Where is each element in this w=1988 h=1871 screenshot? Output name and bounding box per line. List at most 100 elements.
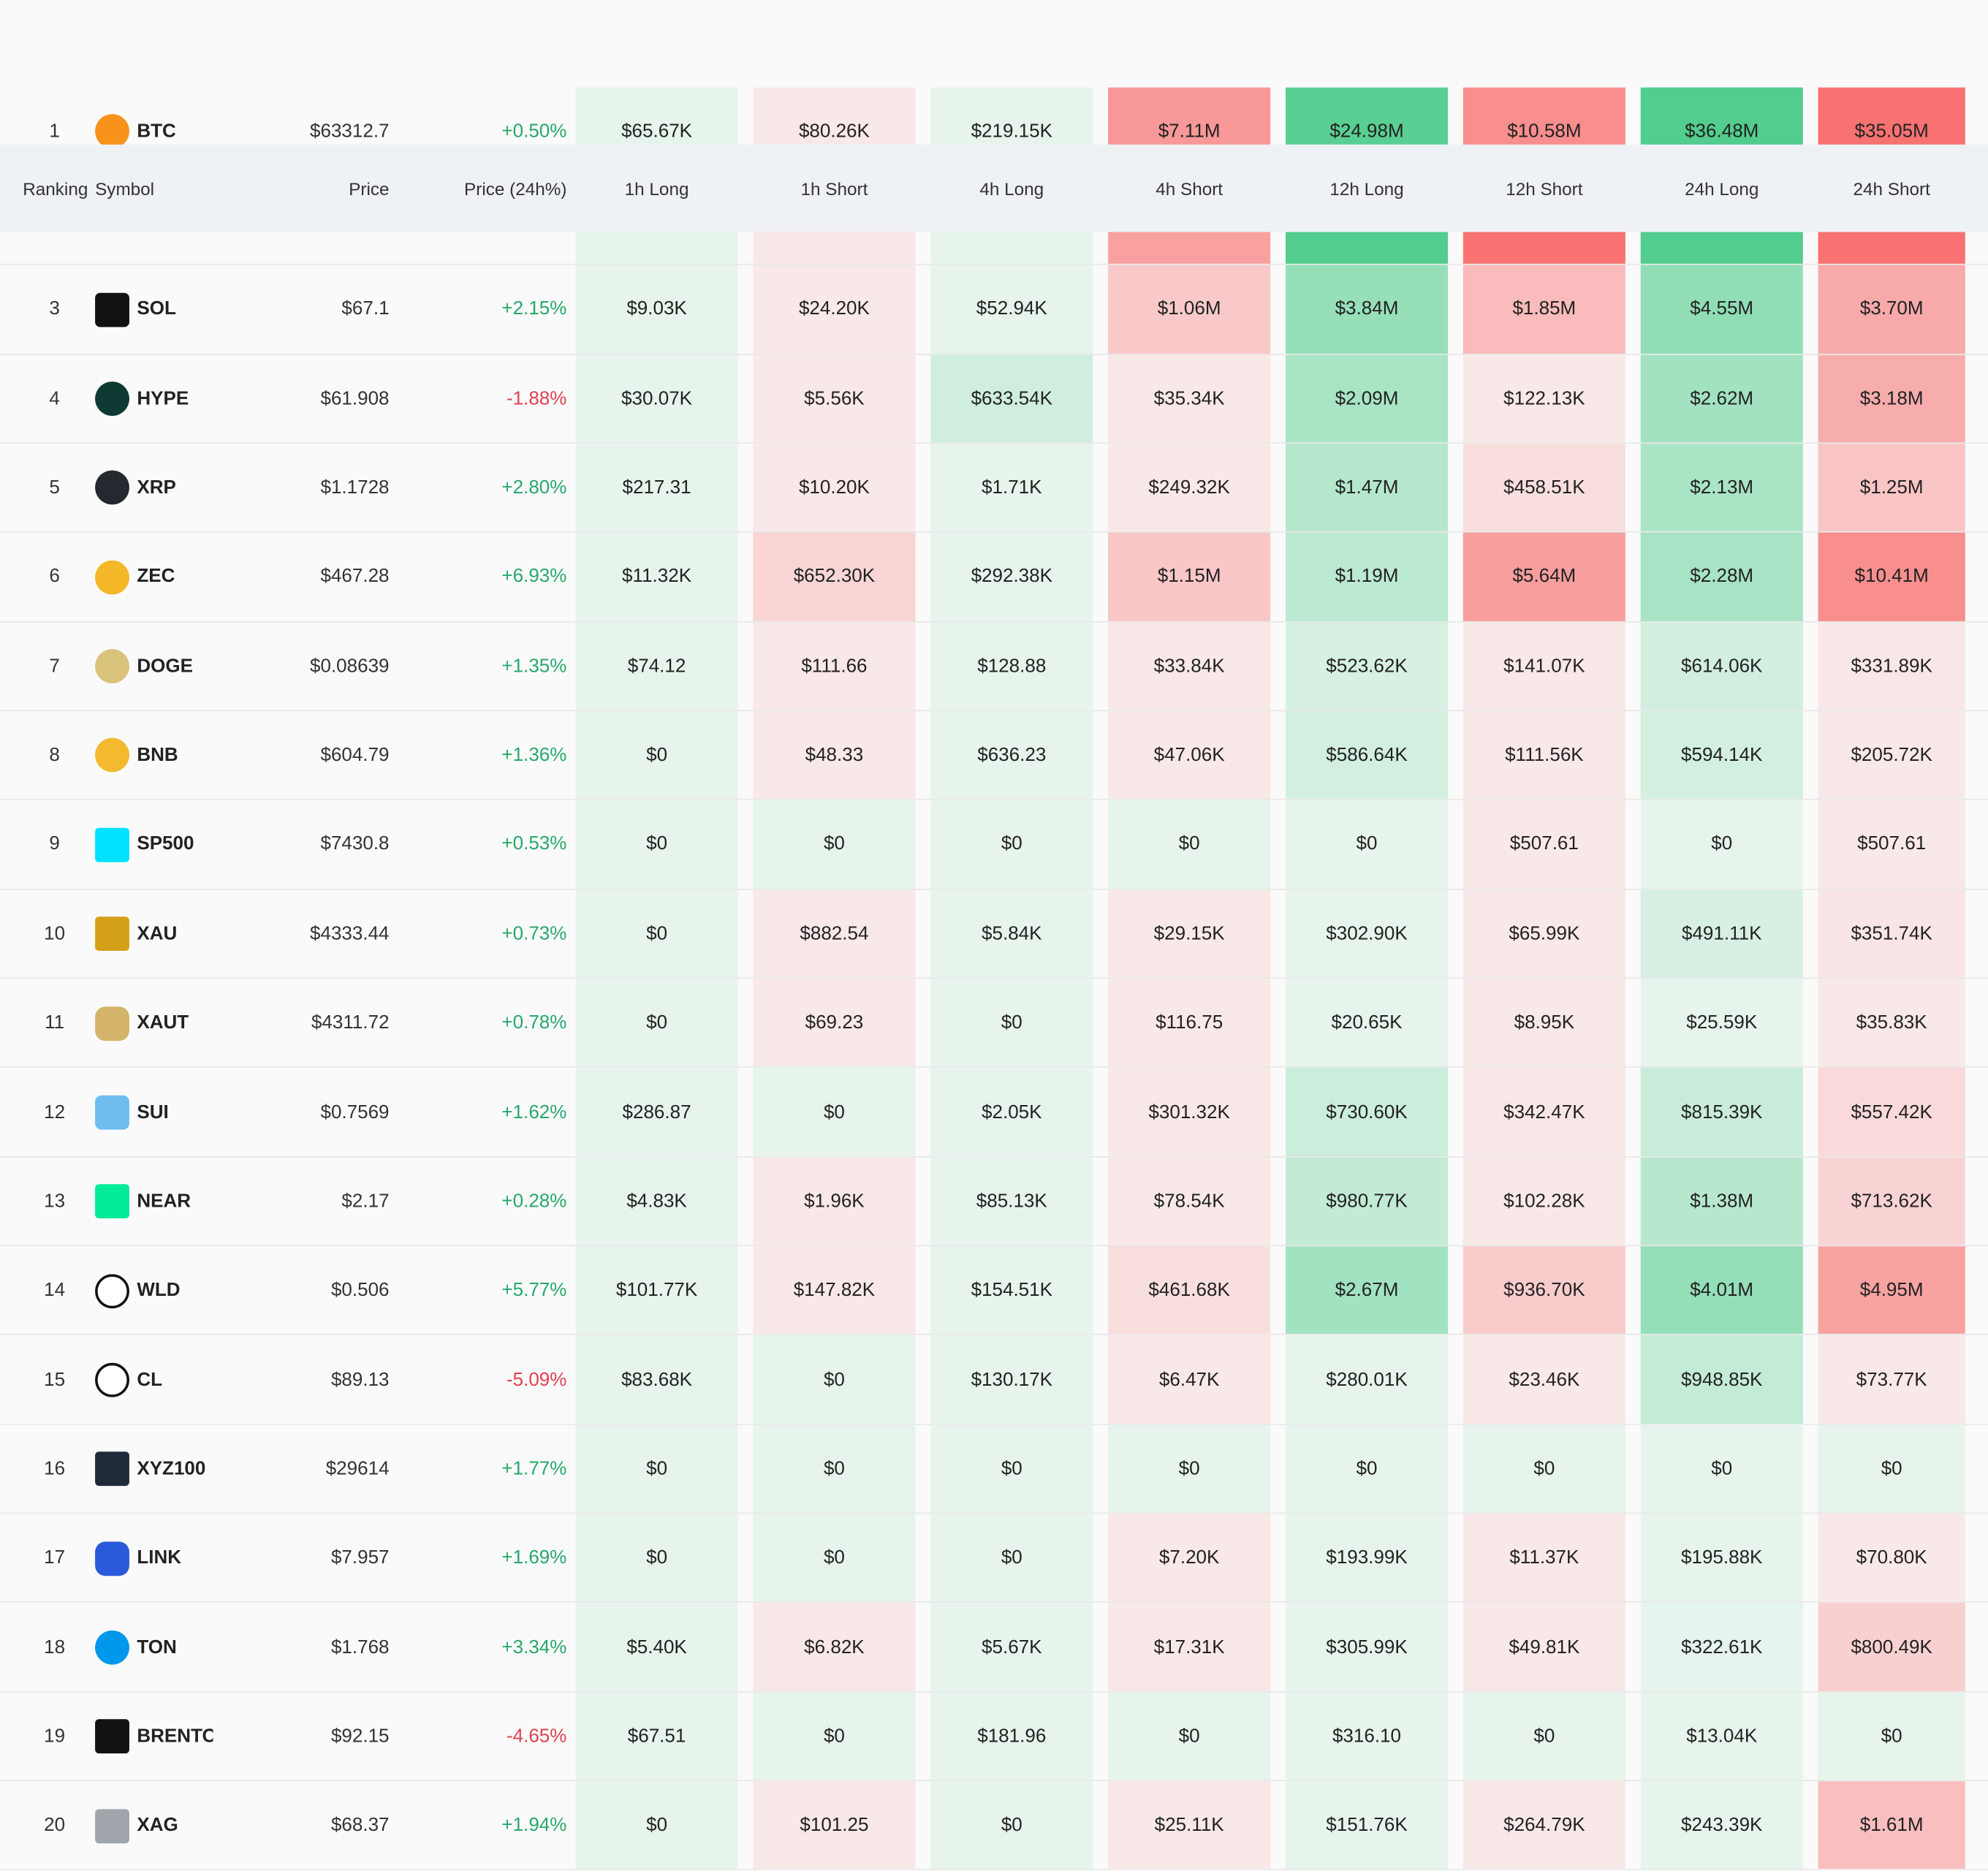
liquidation-cell: $0 [753, 1514, 916, 1602]
table-row: 9 SP500 $7430.8 +0.53% $0 $0 $0 $0 $0 $507.61 $0 $5… [0, 800, 1988, 890]
liquidation-cell: $1.47M [1285, 443, 1449, 532]
symbol-icon [95, 1184, 129, 1219]
ranking: 4 [49, 387, 60, 409]
price-change: -4.65% [506, 1725, 567, 1747]
price: $1.768 [330, 1636, 390, 1658]
liquidation-cell: $35.83K [1818, 979, 1965, 1067]
ranking: 5 [49, 477, 60, 498]
column-header: 24h Long [1685, 178, 1759, 199]
liquidation-cell: $0 [1462, 1692, 1625, 1780]
liquidation-cell: $1.96K [753, 1157, 916, 1245]
symbol-icon [95, 382, 129, 417]
liquidation-cell: $331.89K [1818, 622, 1965, 710]
symbol: BRENTOIL [137, 1725, 213, 1747]
price: $467.28 [320, 566, 390, 588]
liquidation-cell: $5.40K [575, 1603, 738, 1691]
ranking: 9 [49, 833, 60, 856]
table-row: 17 LINK $7.957 +1.69% $0 $0 $0 $7.20K $193.99K $1… [0, 1514, 1988, 1604]
liquidation-cell: $4.55M [1640, 265, 1803, 354]
liquidation-cell: $17.31K [1108, 1603, 1271, 1691]
price: $7.957 [330, 1546, 390, 1569]
price: $0.506 [330, 1279, 390, 1302]
liquidation-cell: $0 [1108, 800, 1271, 889]
liquidation-cell: $2.62M [1640, 354, 1803, 443]
price-change: +0.28% [501, 1190, 567, 1212]
ranking: 3 [49, 298, 60, 320]
liquidation-cell: $1.06M [1108, 265, 1271, 354]
liquidation-cell: $0 [753, 1335, 916, 1424]
table-row: 19BRENTOIL$92.15-4.65%$67.51$0$181.96$0$… [0, 1692, 1988, 1782]
symbol: XAUT [137, 1012, 189, 1034]
symbol-icon [95, 560, 129, 595]
liquidation-cell: $116.75 [1108, 979, 1271, 1067]
liquidation-cell: $195.88K [1640, 1514, 1803, 1602]
symbol: DOGE [137, 655, 193, 677]
symbol-icon [95, 1451, 129, 1487]
liquidation-cell: $111.56K [1462, 711, 1625, 800]
table-row: 11 XAUT $4311.72 +0.78% $0 $69.23 $0 $116.75 $20… [0, 979, 1988, 1069]
symbol-icon [95, 916, 129, 952]
liquidation-cell: $0 [1818, 1424, 1965, 1513]
liquidation-cell: $193.99K [1285, 1514, 1449, 1602]
liquidation-cell: $25.59K [1640, 979, 1803, 1067]
liquidation-cell: $5.56K [753, 354, 916, 443]
liquidation-cell: $67.51 [575, 1692, 738, 1780]
liquidation-cell: $0 [930, 800, 1093, 889]
ranking: 18 [44, 1636, 66, 1658]
price: $0.7569 [320, 1101, 390, 1123]
symbol: XAG [137, 1814, 178, 1837]
liquidation-cell: $594.14K [1640, 711, 1803, 800]
liquidation-cell: $69.23 [753, 979, 916, 1067]
ranking: 1 [49, 120, 60, 142]
price-change: -5.09% [506, 1368, 567, 1391]
liquidation-cell: $24.20K [753, 265, 916, 354]
liquidation-cell: $0 [575, 1514, 738, 1602]
liquidation-cell: $0 [1818, 1692, 1965, 1780]
liquidation-cell: $1.19M [1285, 533, 1449, 621]
table-row: 8 BNB $604.79 +1.36% $0 $48.33 $636.23 $47.06K $… [0, 711, 1988, 801]
liquidation-cell: $111.66 [753, 622, 916, 710]
liquidation-cell: $1.61M [1818, 1781, 1965, 1870]
liquidation-cell: $0 [930, 1424, 1093, 1513]
liquidation-cell: $101.77K [575, 1246, 738, 1335]
liquidation-cell: $586.64K [1285, 711, 1449, 800]
liquidation-cell: $0 [753, 1068, 916, 1156]
liquidation-cell: $147.82K [753, 1246, 916, 1335]
table-row: 7 DOGE $0.08639 +1.35% $74.12 $111.66 $128.88 $… [0, 622, 1988, 712]
symbol-icon [95, 1006, 129, 1041]
liquidation-cell: $78.54K [1108, 1157, 1271, 1245]
ranking: 13 [44, 1190, 66, 1212]
symbol: XRP [137, 477, 176, 498]
liquidation-cell: $1.85M [1462, 265, 1625, 354]
symbol: SOL [137, 298, 176, 320]
ranking: 15 [44, 1368, 66, 1391]
price: $4333.44 [309, 922, 390, 945]
symbol-icon [95, 1362, 129, 1397]
liquidation-cell: $154.51K [930, 1246, 1093, 1335]
ranking: 11 [45, 1012, 65, 1034]
liquidation-cell: $141.07K [1462, 622, 1625, 710]
liquidation-cell: $23.46K [1462, 1335, 1625, 1424]
price-change: +0.73% [501, 922, 567, 945]
liquidation-cell: $33.84K [1108, 622, 1271, 710]
liquidation-cell: $815.39K [1640, 1068, 1803, 1156]
column-header: Ranking [23, 178, 88, 199]
liquidation-cell: $181.96 [930, 1692, 1093, 1780]
ranking: 16 [44, 1457, 66, 1480]
liquidation-cell: $652.30K [753, 533, 916, 621]
liquidation-cell: $0 [1108, 1692, 1271, 1780]
liquidation-cell: $9.03K [575, 265, 738, 354]
liquidation-cell: $322.61K [1640, 1603, 1803, 1691]
liquidation-cell: $102.28K [1462, 1157, 1625, 1245]
liquidation-cell: $0 [575, 1781, 738, 1870]
liquidation-cell: $128.88 [930, 622, 1093, 710]
price-change: +6.93% [501, 566, 567, 588]
liquidation-cell: $151.76K [1285, 1781, 1449, 1870]
symbol-icon [95, 1095, 129, 1130]
liquidation-cell: $0 [930, 979, 1093, 1067]
table-row: 3 SOL $67.1 +2.15% $9.03K $24.20K $52.94K $1.06… [0, 265, 1988, 354]
liquidation-cell: $0 [575, 1424, 738, 1513]
liquidation-cell: $7.20K [1108, 1514, 1271, 1602]
liquidation-cell: $3.18M [1818, 354, 1965, 443]
